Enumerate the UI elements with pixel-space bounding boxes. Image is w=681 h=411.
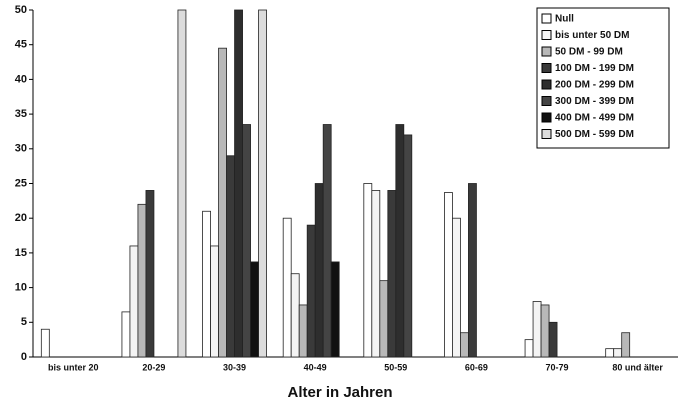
bar — [524, 339, 534, 358]
legend-label: Null — [555, 14, 574, 25]
legend-label: bis unter 50 DM — [555, 30, 629, 41]
bar — [177, 9, 187, 358]
legend-swatch — [541, 30, 552, 40]
bar — [129, 245, 139, 358]
bar — [452, 217, 461, 358]
bar — [363, 183, 373, 358]
y-tick-label: 40 — [15, 73, 27, 85]
bar — [379, 280, 389, 358]
bar — [145, 190, 155, 358]
y-tick-label: 25 — [15, 177, 27, 189]
legend-swatch — [541, 96, 552, 106]
x-tick-label: 50-59 — [384, 362, 407, 372]
bar — [605, 348, 615, 358]
bar — [226, 155, 235, 358]
bar — [322, 124, 332, 358]
legend-box — [536, 7, 670, 149]
bar — [371, 190, 381, 358]
bar — [40, 328, 50, 358]
y-tick-label: 20 — [15, 212, 27, 224]
legend-swatch — [541, 79, 552, 90]
x-tick-label: 70-79 — [546, 362, 569, 372]
bar — [532, 301, 542, 358]
x-tick-label: 80 und älter — [612, 362, 663, 372]
x-tick-label: 60-69 — [465, 362, 488, 372]
x-tick-label: 30-39 — [223, 362, 246, 372]
bar — [387, 190, 397, 358]
legend-label: 500 DM - 599 DM — [555, 129, 634, 140]
x-tick-label: bis unter 20 — [48, 362, 99, 372]
legend-label: 50 DM - 99 DM — [555, 47, 623, 58]
bar — [121, 311, 131, 358]
bar — [210, 245, 219, 358]
bar — [403, 134, 413, 358]
x-tick-label: 40-49 — [304, 362, 327, 372]
legend-swatch — [541, 46, 552, 57]
bar — [258, 9, 267, 358]
bar — [234, 9, 243, 358]
legend-swatch — [541, 112, 552, 123]
bar — [314, 183, 324, 358]
bar — [621, 332, 631, 358]
bar — [290, 273, 300, 358]
bar — [395, 124, 405, 358]
bar — [548, 321, 558, 358]
y-tick-label: 45 — [15, 39, 27, 51]
legend-swatch — [541, 129, 552, 139]
bar — [540, 304, 550, 358]
legend-label: 300 DM - 399 DM — [555, 96, 634, 107]
bar — [202, 210, 211, 358]
y-tick-label: 15 — [15, 247, 27, 259]
bar — [298, 304, 308, 358]
bar — [282, 217, 292, 358]
y-tick-label: 50 — [15, 4, 27, 16]
bar — [137, 203, 147, 358]
x-tick-label: 20-29 — [142, 362, 165, 372]
legend-label: 400 DM - 499 DM — [555, 113, 634, 124]
bar — [242, 124, 251, 358]
y-tick-label: 0 — [21, 351, 27, 363]
bar — [613, 348, 623, 358]
x-axis-title: Alter in Jahren — [287, 384, 392, 401]
legend-swatch — [541, 13, 552, 24]
legend-label: 100 DM - 199 DM — [555, 63, 634, 74]
bar — [218, 47, 227, 358]
bar — [468, 183, 477, 358]
legend-swatch — [541, 63, 552, 73]
bar — [306, 224, 316, 358]
y-tick-label: 10 — [15, 282, 27, 294]
bar — [330, 261, 340, 358]
y-tick-label: 5 — [21, 316, 27, 328]
legend-label: 200 DM - 299 DM — [555, 80, 634, 91]
bar — [250, 261, 259, 358]
y-tick-label: 30 — [15, 143, 27, 155]
bar — [460, 332, 469, 358]
y-tick-label: 35 — [15, 108, 27, 120]
bar — [444, 192, 453, 358]
